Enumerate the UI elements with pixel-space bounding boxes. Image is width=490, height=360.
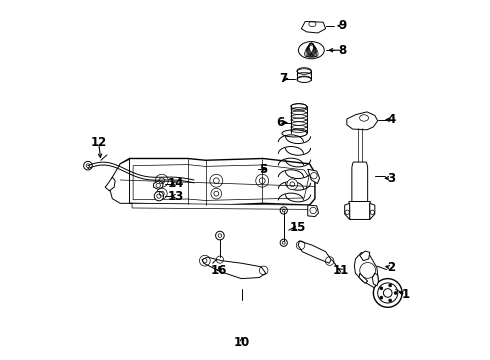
Circle shape [394,292,397,294]
Ellipse shape [297,77,311,82]
Text: 4: 4 [387,113,395,126]
Polygon shape [352,162,368,202]
Ellipse shape [291,104,307,109]
Polygon shape [153,181,163,189]
Circle shape [154,192,164,201]
Polygon shape [202,257,266,279]
Ellipse shape [291,131,307,136]
Text: 15: 15 [290,221,306,234]
Polygon shape [120,158,315,206]
Circle shape [256,174,269,187]
Text: 13: 13 [168,190,184,203]
Ellipse shape [282,130,307,137]
Ellipse shape [282,200,307,207]
Polygon shape [301,22,326,33]
Polygon shape [370,203,375,220]
Text: 12: 12 [91,136,107,149]
Polygon shape [109,159,129,203]
Polygon shape [347,112,378,130]
Text: 8: 8 [339,44,346,57]
Text: 6: 6 [276,116,284,129]
Polygon shape [360,251,370,261]
Ellipse shape [298,41,324,59]
Circle shape [380,287,383,290]
Polygon shape [308,169,319,184]
Text: 7: 7 [280,72,288,85]
Polygon shape [344,203,350,220]
Circle shape [373,279,402,307]
Text: 16: 16 [211,264,227,277]
Text: 10: 10 [234,336,250,348]
Text: 2: 2 [387,261,395,274]
Polygon shape [308,205,319,217]
Ellipse shape [297,68,311,74]
Polygon shape [349,202,370,220]
Circle shape [389,299,392,302]
Circle shape [287,179,298,190]
Polygon shape [105,177,115,191]
Circle shape [155,174,168,187]
Text: 14: 14 [168,177,184,190]
Polygon shape [372,273,378,286]
Polygon shape [298,241,331,263]
Text: 9: 9 [339,19,346,32]
Circle shape [156,188,167,199]
Text: 5: 5 [260,163,268,176]
Text: 1: 1 [402,288,410,301]
Polygon shape [132,203,310,210]
Circle shape [210,174,223,187]
Text: 11: 11 [333,264,349,277]
Circle shape [216,231,224,240]
Polygon shape [354,252,378,288]
Polygon shape [359,273,368,283]
Circle shape [211,188,221,199]
Circle shape [380,296,383,299]
Text: 3: 3 [387,172,395,185]
Circle shape [389,284,392,287]
